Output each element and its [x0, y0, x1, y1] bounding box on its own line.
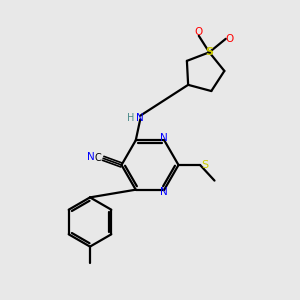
Text: N: N: [87, 152, 95, 162]
Text: C: C: [94, 153, 101, 163]
Text: O: O: [226, 34, 234, 44]
Text: O: O: [195, 27, 203, 37]
Text: H: H: [127, 113, 134, 123]
Text: S: S: [205, 47, 213, 57]
Text: N: N: [160, 133, 168, 143]
Text: S: S: [201, 160, 208, 170]
Text: N: N: [136, 113, 143, 123]
Text: N: N: [160, 187, 168, 197]
